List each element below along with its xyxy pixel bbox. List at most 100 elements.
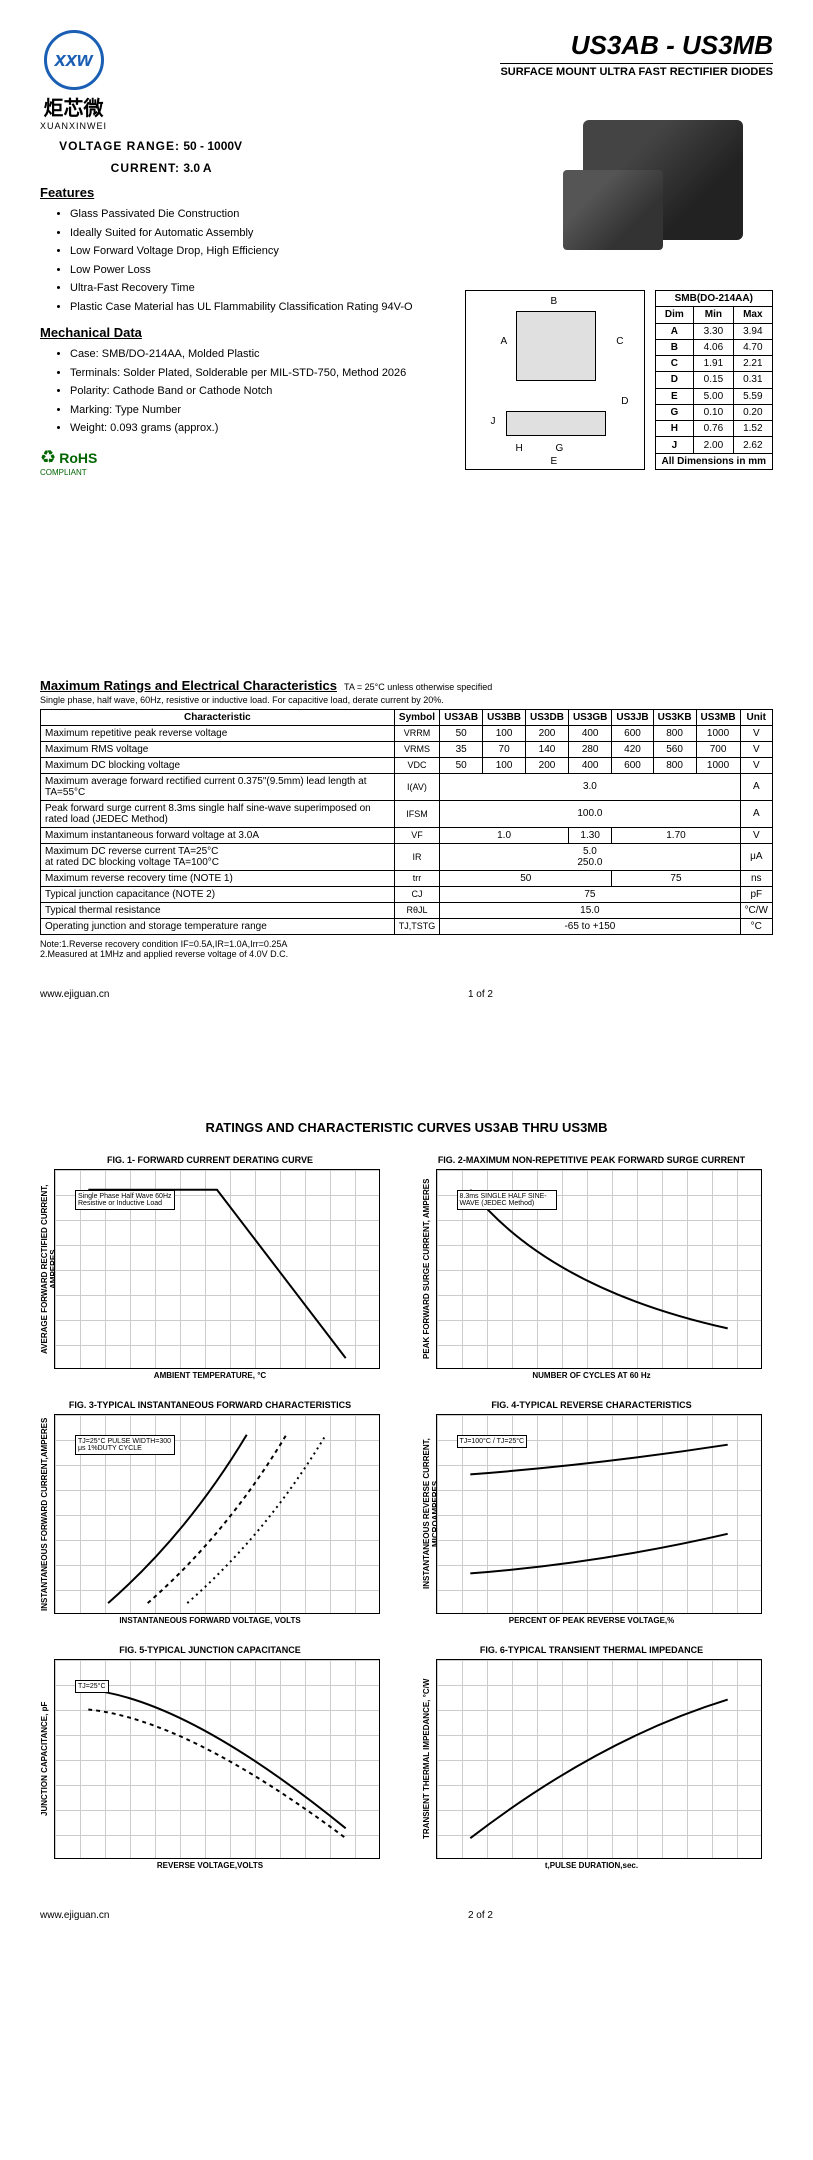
value-span: 3.0 [440,773,740,800]
unit-cell: V [740,827,772,843]
symbol-cell: IFSM [394,800,440,827]
chart-2: FIG. 2-MAXIMUM NON-REPETITIVE PEAK FORWA… [422,1155,762,1380]
value-cell: 70 [483,741,526,757]
char-cell: Maximum reverse recovery time (NOTE 1) [41,870,395,886]
value-cell: 1.0 [440,827,569,843]
value-span: 75 [440,886,740,902]
dim-cell: G [655,404,694,420]
ratings-col: Unit [740,709,772,725]
page-1: xxw 炬芯微 XUANXINWEI US3AB - US3MB SURFACE… [0,0,813,1080]
chart-title: FIG. 1- FORWARD CURRENT DERATING CURVE [40,1155,380,1165]
value-cell: 50 [440,757,483,773]
feature-item: Low Power Loss [70,262,773,279]
ratings-col: US3KB [653,709,696,725]
dim-cell: D [655,372,694,388]
ratings-notes: Note:1.Reverse recovery condition IF=0.5… [40,939,773,959]
ratings-sub: Single phase, half wave, 60Hz, resistive… [40,695,773,705]
dim-cell: 0.31 [733,372,772,388]
value-cell: 400 [568,725,611,741]
chart-xlabel: NUMBER OF CYCLES AT 60 Hz [422,1371,762,1380]
chart-note: TJ=100°C / TJ=25°C [457,1435,528,1448]
unit-cell: °C [740,918,772,934]
value-cell: 800 [653,757,696,773]
dim-col: Dim [655,307,694,323]
chart-ylabel: JUNCTION CAPACITANCE, pF [40,1659,54,1859]
symbol-cell: CJ [394,886,440,902]
dim-cell: B [655,339,694,355]
logo-cn: 炬芯微 [44,92,104,121]
chart-ylabel: INSTANTANEOUS REVERSE CURRENT, MICROAMPE… [422,1414,436,1614]
logo-en: XUANXINWEI [40,121,107,131]
value-cell: 1.70 [612,827,740,843]
dim-cell: C [655,356,694,372]
chart-note: Single Phase Half Wave 60Hz Resistive or… [75,1190,175,1210]
dim-cell: 3.30 [694,323,733,339]
symbol-cell: IR [394,843,440,870]
dim-cell: 1.91 [694,356,733,372]
chart-1: FIG. 1- FORWARD CURRENT DERATING CURVEAV… [40,1155,380,1380]
dim-cell: 5.00 [694,388,733,404]
chart-title: FIG. 3-TYPICAL INSTANTANEOUS FORWARD CHA… [40,1400,380,1410]
value-cell: 1.30 [568,827,611,843]
chart-note: 8.3ms SINGLE HALF SINE-WAVE (JEDEC Metho… [457,1190,557,1210]
value-cell: 140 [526,741,569,757]
rohs-text: RoHS [59,450,97,466]
dim-cell: 0.15 [694,372,733,388]
ratings-col: US3DB [526,709,569,725]
chart-title: FIG. 2-MAXIMUM NON-REPETITIVE PEAK FORWA… [422,1155,762,1165]
header: xxw 炬芯微 XUANXINWEI US3AB - US3MB SURFACE… [40,30,773,131]
logo-block: xxw 炬芯微 XUANXINWEI [40,30,107,131]
dim-cell: 4.70 [733,339,772,355]
symbol-cell: VF [394,827,440,843]
chart-plot: Single Phase Half Wave 60Hz Resistive or… [54,1169,380,1369]
chart-xlabel: AMBIENT TEMPERATURE, °C [40,1371,380,1380]
value-cell: 400 [568,757,611,773]
dim-cell: 2.00 [694,437,733,453]
package-drawing: B A C D H G E J [465,290,645,470]
unit-cell: pF [740,886,772,902]
chart-5: FIG. 5-TYPICAL JUNCTION CAPACITANCE JUNCT… [40,1645,380,1870]
product-image-area [553,120,773,240]
dim-cell: 0.20 [733,404,772,420]
ratings-col: Characteristic [41,709,395,725]
footer-url: www.ejiguan.cn [40,989,109,1000]
dimension-table: SMB(DO-214AA) DimMinMax A3.303.94B4.064.… [655,290,773,470]
value-cell: 50 [440,870,612,886]
symbol-cell: I(AV) [394,773,440,800]
current-label: CURRENT: [40,161,180,175]
value-cell: 420 [612,741,653,757]
ratings-col: US3AB [440,709,483,725]
char-cell: Maximum RMS voltage [41,741,395,757]
unit-cell: V [740,757,772,773]
voltage-label: VOLTAGE RANGE: [40,139,180,153]
dim-cell: E [655,388,694,404]
rohs-badge: ♻ RoHS COMPLIANT [40,447,97,477]
unit-cell: μA [740,843,772,870]
chart-xlabel: REVERSE VOLTAGE,VOLTS [40,1861,380,1870]
chart-ylabel: TRANSIENT THERMAL IMPEDANCE, °C/W [422,1659,436,1859]
dim-cell: 1.52 [733,421,772,437]
chart-plot: 8.3ms SINGLE HALF SINE-WAVE (JEDEC Metho… [436,1169,762,1369]
title-block: US3AB - US3MB SURFACE MOUNT ULTRA FAST R… [500,30,773,78]
unit-cell: A [740,800,772,827]
value-span: 100.0 [440,800,740,827]
chart-xlabel: t,PULSE DURATION,sec. [422,1861,762,1870]
chart-plot: TJ=100°C / TJ=25°C [436,1414,762,1614]
chart-3: FIG. 3-TYPICAL INSTANTANEOUS FORWARD CHA… [40,1400,380,1625]
dim-cell: 0.76 [694,421,733,437]
value-span: -65 to +150 [440,918,740,934]
value-span: 15.0 [440,902,740,918]
unit-cell: V [740,725,772,741]
symbol-cell: RθJL [394,902,440,918]
rohs-sub: COMPLIANT [40,468,97,477]
chart-note: TJ=25°C [75,1680,109,1693]
unit-cell: V [740,741,772,757]
curves-title: RATINGS AND CHARACTERISTIC CURVES US3AB … [40,1120,773,1135]
dim-cell: 2.62 [733,437,772,453]
value-cell: 1000 [696,757,740,773]
char-cell: Maximum average forward rectified curren… [41,773,395,800]
footer-page: 1 of 2 [468,989,493,1000]
char-cell: Maximum repetitive peak reverse voltage [41,725,395,741]
chart-title: FIG. 5-TYPICAL JUNCTION CAPACITANCE [40,1645,380,1655]
value-cell: 1000 [696,725,740,741]
